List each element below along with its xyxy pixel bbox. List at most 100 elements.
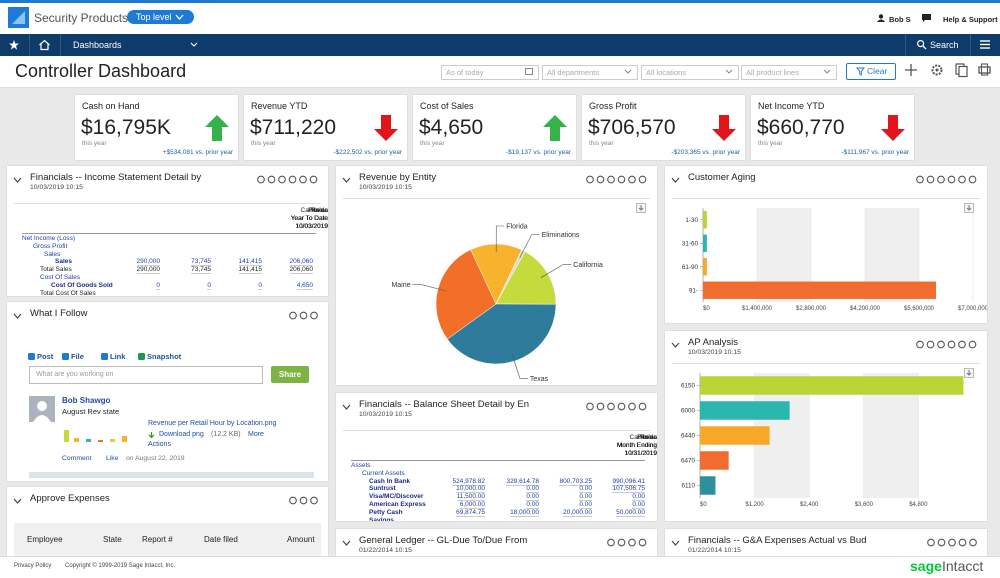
actions-menu[interactable]: Actions: [148, 441, 171, 448]
post-author[interactable]: Bob Shawgo: [62, 396, 111, 405]
collapse-toggle[interactable]: [342, 404, 351, 410]
panel-tool[interactable]: [947, 340, 956, 349]
post-action[interactable]: Post: [37, 352, 54, 361]
panel-tool[interactable]: [267, 175, 276, 184]
privacy-link[interactable]: Privacy Policy: [14, 563, 52, 569]
help-link[interactable]: Help & Support: [943, 15, 998, 24]
post-action[interactable]: Link: [110, 352, 126, 361]
favorites-icon[interactable]: [9, 40, 19, 50]
panel-tool[interactable]: [288, 175, 297, 184]
export-button[interactable]: [964, 368, 974, 378]
collapse-toggle[interactable]: [13, 177, 22, 183]
panel-tool[interactable]: [926, 340, 935, 349]
export-button[interactable]: [636, 203, 646, 213]
panel-tool[interactable]: [916, 340, 924, 349]
panel-tool[interactable]: [288, 496, 297, 505]
x-tick-label: $0: [703, 306, 710, 312]
panel-tool[interactable]: [607, 175, 615, 184]
panel-tool[interactable]: [628, 175, 636, 184]
like-link[interactable]: Like: [106, 455, 119, 462]
panel-tool[interactable]: [299, 175, 307, 184]
kpi-value: $660,770: [757, 116, 845, 139]
collapse-toggle[interactable]: [671, 540, 680, 546]
row-value: 0.00: [579, 501, 592, 509]
menu-icon[interactable]: [980, 40, 990, 49]
panel-tool[interactable]: [628, 402, 636, 411]
panel-tool[interactable]: [638, 402, 647, 411]
dashboards-menu[interactable]: Dashboards: [73, 40, 122, 50]
panel-tool[interactable]: [596, 175, 605, 184]
panel-tool[interactable]: [586, 175, 594, 184]
level-pill[interactable]: Top level: [127, 10, 194, 24]
collapse-toggle[interactable]: [13, 498, 22, 504]
status-input[interactable]: What are you working on: [29, 366, 263, 384]
panel-tool[interactable]: [299, 311, 307, 320]
tool-icon: [968, 340, 977, 349]
panel-tool[interactable]: [958, 340, 966, 349]
panel-tool[interactable]: [638, 175, 647, 184]
filter-input[interactable]: As of today: [441, 65, 539, 80]
collapse-toggle[interactable]: [671, 342, 680, 348]
filter-input[interactable]: All locations: [641, 65, 739, 80]
more-link[interactable]: More: [248, 431, 264, 438]
tool-icon: [638, 175, 647, 184]
download-link[interactable]: Download png: [159, 431, 204, 438]
collapse-toggle[interactable]: [671, 177, 680, 183]
panel-tool[interactable]: [947, 175, 956, 184]
bar: [700, 451, 729, 470]
panel-tool[interactable]: [288, 311, 297, 320]
chevron: [671, 177, 680, 183]
panel-tool[interactable]: [257, 175, 265, 184]
post-action[interactable]: Snapshot: [147, 352, 182, 361]
comment-link[interactable]: Comment: [62, 455, 92, 462]
panel-tool[interactable]: [309, 496, 318, 505]
clear-label[interactable]: Clear: [867, 66, 888, 76]
row-label: Gross Profit: [33, 242, 68, 250]
panel-tool[interactable]: [309, 175, 318, 184]
panel-tool[interactable]: [586, 402, 594, 411]
tool-icon: [607, 175, 615, 184]
panel-tool[interactable]: [596, 402, 605, 411]
panel-tool[interactable]: [617, 538, 626, 547]
action-icon: [62, 353, 69, 360]
panel-tool[interactable]: [617, 175, 626, 184]
clear-button[interactable]: Clear: [846, 63, 896, 80]
search-button[interactable]: Search: [930, 40, 959, 50]
panel-tool[interactable]: [958, 175, 966, 184]
home-icon[interactable]: [39, 39, 50, 51]
panel-tool[interactable]: [926, 175, 935, 184]
export-button[interactable]: [964, 203, 974, 213]
post-action[interactable]: File: [71, 352, 84, 361]
panel-tool[interactable]: [958, 538, 966, 547]
panel-tool[interactable]: [638, 538, 647, 547]
panel-tool[interactable]: [926, 538, 935, 547]
tool-icon: [607, 538, 615, 547]
panel-tool[interactable]: [916, 175, 924, 184]
panel-tool[interactable]: [278, 175, 286, 184]
user-name[interactable]: Bob S: [889, 15, 911, 24]
tool-icon: [947, 340, 956, 349]
panel-tool[interactable]: [937, 340, 945, 349]
panel-tool[interactable]: [607, 538, 615, 547]
icon-shape: [138, 353, 145, 360]
collapse-toggle[interactable]: [342, 540, 351, 546]
row-value: 290,000: [136, 258, 160, 267]
panel-tool[interactable]: [617, 402, 626, 411]
collapse-toggle[interactable]: [13, 313, 22, 319]
panel-tool[interactable]: [937, 175, 945, 184]
collapse-toggle[interactable]: [342, 177, 351, 183]
x-tick-label: $3,600: [855, 502, 874, 508]
panel-tool[interactable]: [968, 175, 977, 184]
share-button[interactable]: Share: [271, 366, 309, 383]
panel-tool[interactable]: [607, 402, 615, 411]
panel-tool[interactable]: [937, 538, 945, 547]
filter-input[interactable]: All departments: [542, 65, 638, 80]
panel-tool[interactable]: [299, 496, 307, 505]
panel-tool[interactable]: [968, 538, 977, 547]
filter-input[interactable]: All product lines: [741, 65, 837, 80]
attachment-link[interactable]: Revenue per Retail Hour by Location.png: [148, 420, 277, 427]
panel-tool[interactable]: [968, 340, 977, 349]
panel-tool[interactable]: [309, 311, 318, 320]
panel-tool[interactable]: [628, 538, 636, 547]
panel-tool[interactable]: [947, 538, 956, 547]
